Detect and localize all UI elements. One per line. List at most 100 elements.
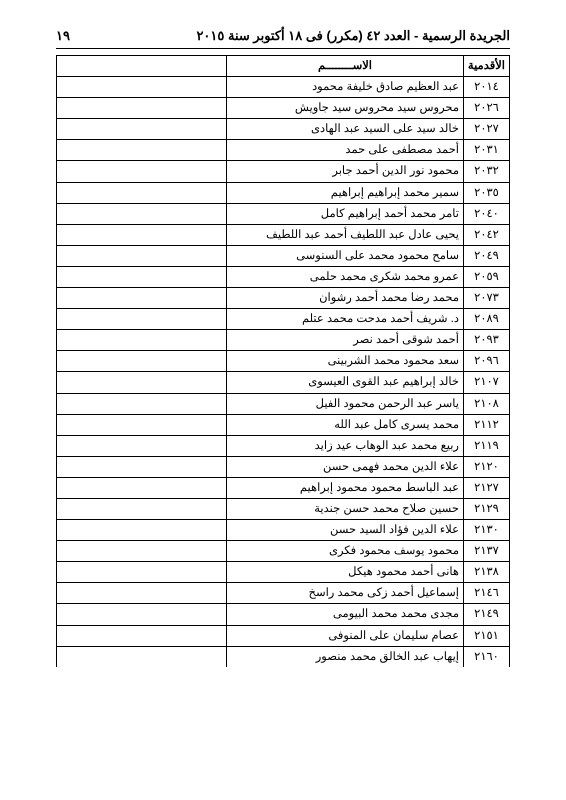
blank-cell — [57, 330, 227, 351]
seniority-cell: ٢١١٢ — [464, 414, 510, 435]
name-cell: أحمد شوقى أحمد نصر — [227, 330, 464, 351]
table-row: ٢١٢٧عبد الباسط محمود محمود إبراهيم — [57, 477, 510, 498]
seniority-cell: ٢١٢٧ — [464, 477, 510, 498]
blank-cell — [57, 140, 227, 161]
blank-cell — [57, 372, 227, 393]
table-row: ٢٠٤٩سامح محمود محمد على السنوسى — [57, 245, 510, 266]
name-cell: علاء الدين محمد فهمى حسن — [227, 456, 464, 477]
seniority-cell: ٢١٢٩ — [464, 498, 510, 519]
table-row: ٢١٣٧محمود يوسف محمود فكرى — [57, 541, 510, 562]
table-row: ٢٠٩٣أحمد شوقى أحمد نصر — [57, 330, 510, 351]
seniority-cell: ٢١٣٨ — [464, 562, 510, 583]
blank-cell — [57, 266, 227, 287]
seniority-cell: ٢١٥١ — [464, 625, 510, 646]
seniority-cell: ٢١١٩ — [464, 435, 510, 456]
blank-cell — [57, 583, 227, 604]
blank-cell — [57, 351, 227, 372]
table-row: ٢٠٧٣محمد رضا محمد أحمد رشوان — [57, 288, 510, 309]
table-row: ٢٠٢٦محروس سيد محروس سيد جاويش — [57, 98, 510, 119]
name-cell: محمد رضا محمد أحمد رشوان — [227, 288, 464, 309]
seniority-cell: ٢١٢٠ — [464, 456, 510, 477]
seniority-cell: ٢٠٧٣ — [464, 288, 510, 309]
name-cell: سمير محمد إبراهيم إبراهيم — [227, 182, 464, 203]
blank-cell — [57, 456, 227, 477]
blank-cell — [57, 309, 227, 330]
blank-cell — [57, 541, 227, 562]
name-cell: عبد الباسط محمود محمود إبراهيم — [227, 477, 464, 498]
seniority-cell: ٢١٦٠ — [464, 646, 510, 667]
table-row: ٢٠٤٢يحيى عادل عبد اللطيف أحمد عبد اللطيف — [57, 224, 510, 245]
name-cell: خالد إبراهيم عبد القوى العيسوى — [227, 372, 464, 393]
name-cell: مجدى محمد محمد البيومى — [227, 604, 464, 625]
blank-cell — [57, 77, 227, 98]
name-cell: محمود يوسف محمود فكرى — [227, 541, 464, 562]
name-cell: د. شريف أحمد مدحت محمد عتلم — [227, 309, 464, 330]
seniority-cell: ٢٠٩٦ — [464, 351, 510, 372]
blank-cell — [57, 414, 227, 435]
seniority-cell: ٢٠٤٢ — [464, 224, 510, 245]
blank-cell — [57, 562, 227, 583]
name-cell: ربيع محمد عبد الوهاب عيد زايد — [227, 435, 464, 456]
seniority-cell: ٢١٠٧ — [464, 372, 510, 393]
seniority-cell: ٢١٤٦ — [464, 583, 510, 604]
name-cell: سامح محمود محمد على السنوسى — [227, 245, 464, 266]
table-row: ٢٠٢٧خالد سيد على السيد عبد الهادى — [57, 119, 510, 140]
table-row: ٢١٤٩مجدى محمد محمد البيومى — [57, 604, 510, 625]
blank-cell — [57, 182, 227, 203]
blank-cell — [57, 224, 227, 245]
blank-cell — [57, 604, 227, 625]
seniority-cell: ٢٠١٤ — [464, 77, 510, 98]
blank-cell — [57, 646, 227, 667]
seniority-cell: ٢٠٣١ — [464, 140, 510, 161]
table-row: ٢٠١٤عبد العظيم صادق خليفة محمود — [57, 77, 510, 98]
blank-cell — [57, 119, 227, 140]
names-table: الأقدمية الاســــــــم ٢٠١٤عبد العظيم صا… — [56, 55, 510, 667]
table-row: ٢٠٤٠تامر محمد أحمد إبراهيم كامل — [57, 203, 510, 224]
blank-cell — [57, 161, 227, 182]
seniority-cell: ٢٠٤٠ — [464, 203, 510, 224]
name-cell: سعد محمود محمد الشربينى — [227, 351, 464, 372]
name-cell: خالد سيد على السيد عبد الهادى — [227, 119, 464, 140]
seniority-cell: ٢٠٨٩ — [464, 309, 510, 330]
table-header-row: الأقدمية الاســــــــم — [57, 56, 510, 77]
name-cell: أحمد مصطفى على حمد — [227, 140, 464, 161]
blank-cell — [57, 98, 227, 119]
col-header-name: الاســــــــم — [227, 56, 464, 77]
table-row: ٢١٥١عصام سليمان على المنوفى — [57, 625, 510, 646]
name-cell: عمرو محمد شكرى محمد حلمى — [227, 266, 464, 287]
blank-cell — [57, 498, 227, 519]
name-cell: إيهاب عبد الخالق محمد منصور — [227, 646, 464, 667]
table-row: ٢١٦٠إيهاب عبد الخالق محمد منصور — [57, 646, 510, 667]
name-cell: عصام سليمان على المنوفى — [227, 625, 464, 646]
name-cell: تامر محمد أحمد إبراهيم كامل — [227, 203, 464, 224]
table-row: ٢٠٨٩د. شريف أحمد مدحت محمد عتلم — [57, 309, 510, 330]
seniority-cell: ٢١٤٩ — [464, 604, 510, 625]
table-row: ٢١٣٠علاء الدين فؤاد السيد حسن — [57, 520, 510, 541]
blank-cell — [57, 625, 227, 646]
blank-cell — [57, 520, 227, 541]
table-row: ٢١٠٨ياسر عبد الرحمن محمود الفيل — [57, 393, 510, 414]
seniority-cell: ٢٠٥٩ — [464, 266, 510, 287]
name-cell: حسين صلاح محمد حسن جندية — [227, 498, 464, 519]
page-number: ١٩ — [56, 28, 70, 44]
seniority-cell: ٢٠٢٦ — [464, 98, 510, 119]
table-row: ٢٠٩٦سعد محمود محمد الشربينى — [57, 351, 510, 372]
blank-cell — [57, 393, 227, 414]
seniority-cell: ٢١٣٠ — [464, 520, 510, 541]
table-row: ٢١١٢محمد يسرى كامل عبد الله — [57, 414, 510, 435]
seniority-cell: ٢٠٢٧ — [464, 119, 510, 140]
table-row: ٢٠٣٥سمير محمد إبراهيم إبراهيم — [57, 182, 510, 203]
name-cell: محروس سيد محروس سيد جاويش — [227, 98, 464, 119]
table-row: ٢١٢٠علاء الدين محمد فهمى حسن — [57, 456, 510, 477]
seniority-cell: ٢٠٣٢ — [464, 161, 510, 182]
name-cell: محمد يسرى كامل عبد الله — [227, 414, 464, 435]
name-cell: ياسر عبد الرحمن محمود الفيل — [227, 393, 464, 414]
seniority-cell: ٢٠٤٩ — [464, 245, 510, 266]
table-row: ٢١٤٦إسماعيل أحمد زكى محمد راسخ — [57, 583, 510, 604]
table-row: ٢١٢٩حسين صلاح محمد حسن جندية — [57, 498, 510, 519]
seniority-cell: ٢٠٣٥ — [464, 182, 510, 203]
blank-cell — [57, 435, 227, 456]
gazette-title: الجريدة الرسمية - العدد ٤٢ (مكرر) فى ١٨ … — [84, 28, 510, 44]
seniority-cell: ٢١٣٧ — [464, 541, 510, 562]
table-row: ٢١٠٧خالد إبراهيم عبد القوى العيسوى — [57, 372, 510, 393]
